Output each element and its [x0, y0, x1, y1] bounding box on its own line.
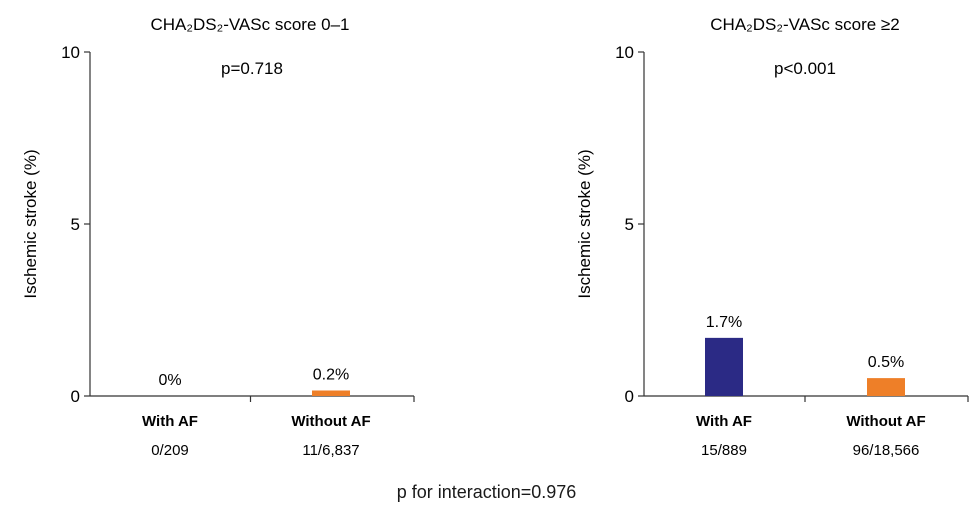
interaction-p-value: p for interaction=0.976: [396, 482, 577, 502]
panel2-category-label-1: With AF: [696, 413, 752, 430]
panel1-y-tick-label: 10: [61, 43, 80, 62]
panel2-data-label-1: 1.7%: [706, 314, 742, 331]
panel2-y-tick-label: 0: [625, 387, 634, 406]
panel2-y-axis-label: Ischemic stroke (%): [575, 149, 594, 298]
panel2-category-label-2: Without AF: [846, 413, 925, 430]
panel2-bar-1: [705, 337, 743, 396]
panel1-count-label-2: 11/6,837: [302, 442, 359, 459]
panel2-count-label-1: 15/889: [701, 442, 747, 459]
panel1-count-label-1: 0/209: [151, 442, 189, 459]
panel1-chart-title: CHA₂DS₂-VASc score 0–1: [150, 15, 349, 34]
panel1-category-label-1: With AF: [142, 413, 198, 430]
panel1-bar-2: [312, 390, 350, 396]
panel1-data-label-1: 0%: [158, 372, 181, 389]
panel2-bar-2: [867, 378, 905, 396]
panel2-y-tick-label: 5: [625, 215, 634, 234]
panel2-chart-title: CHA₂DS₂-VASc score ≥2: [710, 15, 899, 34]
panel1-data-label-2: 0.2%: [313, 366, 349, 383]
panel2-count-label-2: 96/18,566: [853, 442, 920, 459]
panel1-y-tick-label: 0: [71, 387, 80, 406]
panel1-p-value: p=0.718: [221, 59, 283, 78]
panel1-y-tick-label: 5: [71, 215, 80, 234]
panel2-y-tick-label: 10: [615, 43, 634, 62]
panel1-category-label-2: Without AF: [291, 413, 370, 430]
panel1-y-axis-label: Ischemic stroke (%): [21, 149, 40, 298]
panel2-p-value: p<0.001: [774, 59, 836, 78]
panel2-data-label-2: 0.5%: [868, 354, 904, 371]
